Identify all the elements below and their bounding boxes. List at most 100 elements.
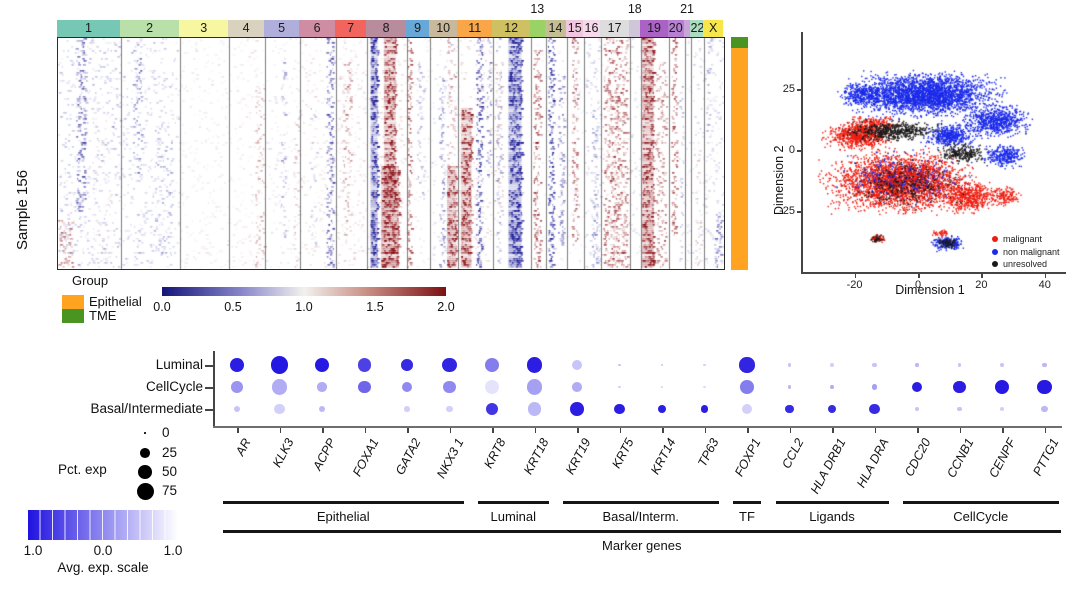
chromosome-label: 17 <box>607 21 622 35</box>
gene-group-line <box>733 501 761 504</box>
legend-dot-icon <box>992 236 998 242</box>
dotplot-x-axis <box>213 426 1062 428</box>
dotplot-row-label: Luminal <box>155 357 203 372</box>
tsne-y-tick-label: 25 <box>782 83 795 95</box>
chromosome-band-17: 17 <box>599 20 630 37</box>
chromosome-band-18 <box>629 20 641 37</box>
dotplot-row-tick <box>205 365 213 367</box>
dotplot-dot <box>571 359 583 371</box>
dotplot-dot <box>526 357 543 373</box>
dotplot-dot <box>318 405 326 413</box>
chromosome-label: 1 <box>85 21 92 35</box>
dotplot-dot <box>233 405 241 413</box>
dotplot-dot <box>999 406 1005 412</box>
cnv-colorbar-tick: 2.0 <box>437 300 455 314</box>
chromosome-label: 2 <box>146 21 154 35</box>
dotplot-dot <box>953 380 966 394</box>
tsne-y-tick <box>797 150 801 152</box>
gene-group-label: Luminal <box>490 509 537 524</box>
dotplot-dot <box>446 405 453 413</box>
pct-legend-value: 0 <box>162 425 170 440</box>
chromosome-label: 20 <box>668 21 683 35</box>
tsne-scatter-canvas <box>800 30 1068 274</box>
dotplot-dot <box>830 385 834 389</box>
group-axis-label: Group <box>72 273 109 288</box>
dotplot-dot <box>957 406 962 412</box>
chromosome-label: 8 <box>382 21 390 35</box>
tsne-legend-item-non malignant: non malignant <box>992 247 1072 259</box>
dotplot-gene-tick <box>407 428 409 433</box>
dotplot-gene-tick <box>959 428 961 433</box>
dotplot-dot <box>274 403 285 415</box>
dotplot-dot <box>915 363 919 367</box>
chromosome-band-8: 8 <box>366 20 406 37</box>
dotplot-dot <box>787 385 792 389</box>
chromosome-band-6: 6 <box>299 20 335 37</box>
dotplot-row-label: Basal/Intermediate <box>90 401 203 416</box>
dotplot-y-axis <box>213 351 215 427</box>
dotplot-dot <box>443 380 456 394</box>
avg-colorbar-tick: 1.0 <box>163 543 183 558</box>
dotplot-gene-tick <box>619 428 621 433</box>
dotplot-dot <box>614 403 625 415</box>
chromosome-label: 4 <box>242 21 250 35</box>
dotplot-dot <box>315 358 329 372</box>
tsne-x-axis <box>801 272 1066 274</box>
chromosome-band-10: 10 <box>429 20 457 37</box>
pct-legend-value: 25 <box>162 445 178 460</box>
chromosome-band-11: 11 <box>456 20 493 37</box>
tsne-x-tick <box>1044 273 1047 278</box>
dotplot-gene-tick <box>917 428 919 433</box>
legend-dot-icon <box>992 248 998 255</box>
dotplot-gene-tick <box>662 428 664 433</box>
chromosome-label: 16 <box>584 21 599 35</box>
tsne-legend-item-unresolved: unresolved <box>992 259 1072 271</box>
dotplot-dot <box>703 385 706 389</box>
dotplot-gene-tick <box>279 428 281 433</box>
gene-group-label: TF <box>739 509 755 524</box>
legend-label: TME <box>89 307 117 323</box>
chromosome-band-13 <box>529 20 545 37</box>
dotplot-dot <box>401 359 413 371</box>
tsne-x-tick <box>981 273 983 278</box>
dotplot-gene-tick <box>364 428 366 433</box>
dotplot-dot <box>657 404 667 414</box>
chromosome-band-12: 12 <box>492 20 530 37</box>
chromosome-label-above: 18 <box>627 2 642 16</box>
dotplot-gene-tick <box>492 428 494 433</box>
tsne-legend-label: unresolved <box>1003 259 1048 269</box>
dotplot-dot <box>785 404 794 414</box>
gene-group-label: Ligands <box>809 509 855 524</box>
group-annotation-bar <box>731 37 748 270</box>
cnv-colorbar-tick: 0.0 <box>153 300 171 314</box>
tsne-x-tick-label: -20 <box>846 279 863 291</box>
gene-group-line <box>903 501 1059 504</box>
dotplot-dot <box>1042 362 1047 368</box>
legend-swatch-Epithelial <box>62 295 84 309</box>
tsne-y-tick-label: 0 <box>788 144 795 156</box>
chromosome-label-above: 21 <box>680 2 694 16</box>
gene-group-line <box>563 501 719 504</box>
chromosome-label: 22 <box>690 21 705 35</box>
dotplot-dot <box>660 363 664 367</box>
dotplot-dot <box>618 385 621 389</box>
chromosome-band-9: 9 <box>405 20 430 37</box>
dotplot-dot <box>1041 405 1048 413</box>
cnv-colorbar <box>162 287 446 296</box>
pct-legend-value: 50 <box>162 464 178 479</box>
gene-group-line <box>223 501 464 504</box>
annotation-segment-TME <box>731 37 748 49</box>
dotplot-dot <box>401 381 413 393</box>
avg-colorbar-tick: 1.0 <box>23 543 43 558</box>
chromosome-band-19: 19 <box>640 20 668 37</box>
dotplot-dot <box>869 403 880 415</box>
dotplot-dot <box>572 382 582 392</box>
tsne-y-tick <box>797 211 801 213</box>
dotplot-dot <box>485 358 499 372</box>
chromosome-band-2: 2 <box>120 20 180 37</box>
chromosome-label: 6 <box>313 21 321 35</box>
dotplot-gene-tick <box>1044 428 1046 433</box>
tsne-x-tick <box>918 273 920 278</box>
dotplot-dot <box>231 381 243 393</box>
